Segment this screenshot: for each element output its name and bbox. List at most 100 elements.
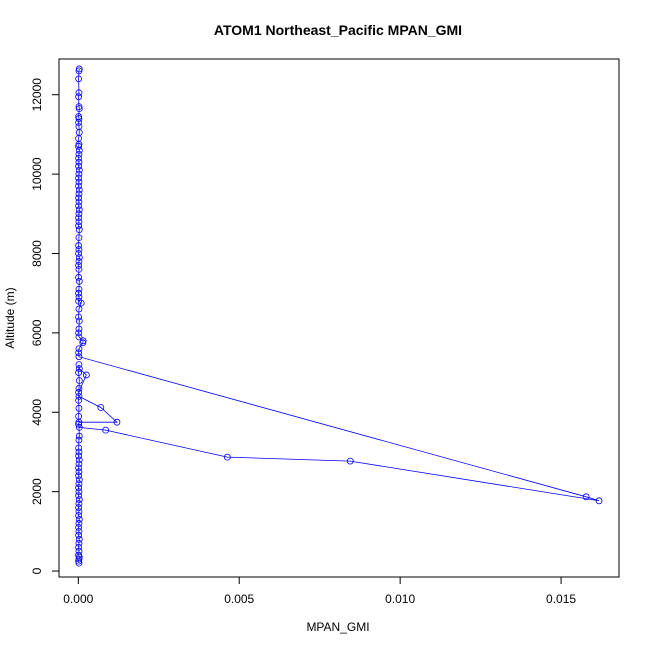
data-point bbox=[75, 531, 83, 539]
data-point bbox=[75, 516, 83, 523]
data-point bbox=[75, 115, 83, 122]
y-tick-label: 12000 bbox=[30, 78, 44, 112]
data-point bbox=[75, 246, 83, 253]
data-point bbox=[75, 142, 83, 150]
data-point bbox=[75, 210, 83, 218]
data-point bbox=[75, 412, 83, 420]
data-point bbox=[582, 493, 590, 501]
data-point bbox=[75, 262, 83, 269]
data-point bbox=[75, 206, 83, 214]
data-point bbox=[75, 329, 83, 337]
data-point bbox=[595, 497, 603, 505]
data-point bbox=[75, 265, 83, 273]
data-point bbox=[75, 222, 83, 230]
data-point bbox=[75, 317, 83, 325]
data-point bbox=[75, 476, 83, 484]
data-point bbox=[75, 539, 83, 547]
data-point bbox=[75, 254, 83, 261]
data-point bbox=[75, 150, 83, 158]
data-point bbox=[75, 345, 83, 353]
data-point bbox=[75, 258, 83, 265]
y-tick-label: 4000 bbox=[30, 399, 44, 426]
data-point bbox=[75, 500, 83, 507]
data-point bbox=[75, 218, 83, 226]
data-point bbox=[75, 194, 83, 202]
data-point bbox=[75, 158, 83, 166]
y-tick-label: 10000 bbox=[30, 157, 44, 191]
y-axis-label: Altitude (m) bbox=[3, 287, 17, 348]
data-point bbox=[75, 385, 83, 392]
data-point bbox=[75, 353, 83, 361]
data-point bbox=[75, 89, 83, 97]
data-point bbox=[75, 293, 83, 301]
data-point bbox=[75, 178, 83, 186]
x-tick-label: 0.010 bbox=[385, 592, 415, 606]
data-point bbox=[75, 214, 83, 222]
x-axis: 0.000 0.005 0.010 0.015 bbox=[63, 577, 576, 606]
data-point bbox=[75, 464, 83, 472]
data-point bbox=[75, 444, 83, 452]
data-point bbox=[75, 423, 83, 431]
data-point bbox=[75, 520, 83, 527]
y-tick-label: 6000 bbox=[30, 319, 44, 346]
data-point bbox=[75, 488, 83, 496]
y-tick-label: 0 bbox=[30, 567, 44, 574]
data-point bbox=[113, 418, 121, 426]
data-point bbox=[75, 504, 83, 511]
chart-title: ATOM1 Northeast_Pacific MPAN_GMI bbox=[214, 22, 462, 38]
data-point bbox=[75, 273, 83, 281]
x-tick-label: 0.015 bbox=[546, 592, 576, 606]
data-point bbox=[75, 377, 83, 384]
data-point bbox=[75, 226, 83, 234]
series-line bbox=[78, 68, 600, 564]
data-point bbox=[75, 527, 83, 535]
data-point bbox=[75, 325, 83, 333]
data-point bbox=[75, 389, 83, 396]
data-point bbox=[75, 119, 83, 126]
data-point bbox=[75, 512, 83, 519]
data-point bbox=[75, 305, 83, 313]
data-point bbox=[75, 484, 83, 492]
data-point bbox=[75, 202, 83, 210]
y-tick-label: 2000 bbox=[30, 478, 44, 505]
data-point bbox=[75, 234, 83, 242]
data-point bbox=[75, 392, 83, 400]
data-point bbox=[75, 174, 83, 182]
data-point bbox=[75, 559, 83, 567]
data-point bbox=[75, 480, 83, 488]
data-point bbox=[82, 371, 90, 379]
data-point bbox=[75, 146, 83, 154]
data-point bbox=[75, 277, 83, 285]
data-point bbox=[75, 396, 83, 404]
data-point bbox=[75, 496, 83, 503]
data-point bbox=[75, 472, 83, 480]
data-point bbox=[75, 452, 83, 460]
data-point bbox=[75, 365, 83, 373]
data-point bbox=[75, 170, 83, 178]
data-point bbox=[75, 468, 83, 476]
data-point bbox=[75, 508, 83, 515]
plot-frame bbox=[58, 58, 620, 578]
y-tick-label: 8000 bbox=[30, 240, 44, 267]
data-point bbox=[97, 404, 105, 411]
data-point bbox=[75, 190, 83, 198]
data-point bbox=[102, 426, 110, 434]
data-point bbox=[346, 457, 354, 465]
data-point bbox=[75, 75, 83, 83]
data-point bbox=[75, 535, 83, 543]
data-point bbox=[75, 492, 83, 500]
data-point bbox=[75, 105, 83, 113]
data-point bbox=[75, 456, 83, 464]
x-tick-label: 0.000 bbox=[63, 592, 93, 606]
data-point bbox=[75, 432, 83, 440]
x-tick-label: 0.005 bbox=[224, 592, 254, 606]
data-point bbox=[75, 313, 83, 321]
data-point bbox=[75, 162, 83, 170]
y-axis: 0 2000 4000 6000 8000 10000 12000 bbox=[30, 78, 59, 574]
data-point bbox=[223, 453, 231, 461]
data-point bbox=[75, 93, 83, 101]
data-point bbox=[79, 339, 87, 347]
data-point bbox=[75, 250, 83, 257]
data-point bbox=[75, 460, 83, 468]
